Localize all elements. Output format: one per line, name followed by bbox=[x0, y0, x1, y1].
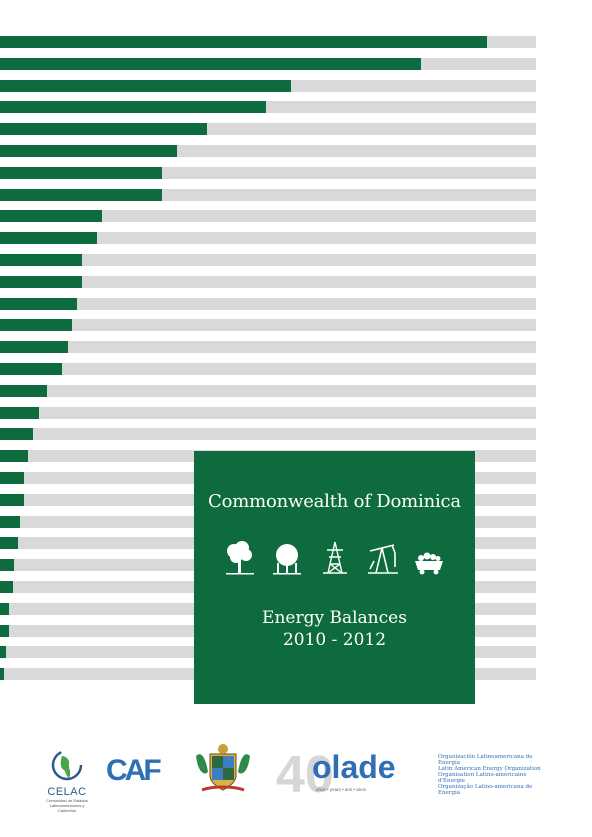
bar-track bbox=[0, 341, 536, 354]
power-tower-icon bbox=[315, 539, 355, 577]
bar-fill bbox=[0, 624, 9, 637]
bar-fill bbox=[0, 297, 77, 310]
olade-org-en: Latin American Energy Organization bbox=[438, 766, 541, 772]
report-years: 2010 - 2012 bbox=[282, 630, 387, 650]
bar-fill bbox=[0, 319, 72, 332]
coal-cart-icon bbox=[409, 539, 449, 577]
oil-pump-icon bbox=[362, 539, 402, 577]
bar-fill bbox=[0, 166, 162, 179]
olade-logo: 40 olade años • years • ans • anos bbox=[276, 744, 436, 804]
celac-logo: CELAC Comunidad de Estados Latinoamerica… bbox=[42, 748, 92, 813]
caf-text: CAF bbox=[106, 754, 161, 786]
bar-fill bbox=[0, 602, 9, 615]
bar-track bbox=[0, 166, 536, 179]
bar-track bbox=[0, 36, 536, 48]
bar-fill bbox=[0, 101, 266, 114]
olade-mark-icon: 40 olade años • years • ans • anos bbox=[276, 746, 396, 804]
bar-track bbox=[0, 79, 536, 92]
bar-track bbox=[0, 428, 536, 441]
bar-fill bbox=[0, 275, 82, 288]
bar-track bbox=[0, 363, 536, 375]
olade-text: olade bbox=[312, 749, 396, 785]
country-name: Commonwealth of Dominica bbox=[208, 491, 461, 512]
bar-fill bbox=[0, 145, 177, 157]
bar-fill bbox=[0, 559, 14, 572]
olade-anniversary: 40 bbox=[276, 746, 334, 800]
olade-years: años • years • ans • anos bbox=[316, 787, 367, 792]
bar-fill bbox=[0, 36, 487, 48]
bar-track bbox=[0, 406, 536, 419]
bar-fill bbox=[0, 537, 18, 550]
caf-mark-icon: CAF bbox=[106, 754, 164, 787]
celac-subtitle: Comunidad de Estados Latinoamericanos y … bbox=[46, 798, 88, 813]
energy-icons bbox=[220, 537, 449, 577]
bar-track bbox=[0, 297, 536, 310]
olade-org-names: Organización Latinoamericana de Energía … bbox=[438, 754, 548, 796]
olade-org-pt: Organização Latino-americana de Energia bbox=[438, 784, 533, 796]
celac-emblem-icon bbox=[51, 749, 83, 781]
tree-icon bbox=[220, 539, 260, 577]
cover-title-panel: Commonwealth of Dominica Energy Balances… bbox=[194, 451, 475, 704]
bar-track bbox=[0, 188, 536, 201]
bar-fill bbox=[0, 515, 20, 528]
bar-fill bbox=[0, 123, 207, 136]
bar-fill bbox=[0, 188, 162, 201]
olade-org-es: Organización Latinoamericana de Energía bbox=[438, 754, 533, 766]
bar-track bbox=[0, 101, 536, 114]
bar-fill bbox=[0, 493, 24, 506]
bar-fill bbox=[0, 341, 68, 354]
bar-track bbox=[0, 145, 536, 157]
bar-track bbox=[0, 275, 536, 288]
bar-track bbox=[0, 254, 536, 266]
gas-tank-icon bbox=[267, 539, 307, 577]
celac-name: CELAC bbox=[47, 786, 87, 798]
bar-fill bbox=[0, 406, 39, 419]
bar-track bbox=[0, 232, 536, 245]
bar-track bbox=[0, 319, 536, 332]
bar-fill bbox=[0, 79, 291, 92]
bar-fill bbox=[0, 472, 24, 484]
olade-org-fr: Organisation Latino-américaine d'Énergie bbox=[438, 772, 527, 784]
sponsor-logos: CELAC Comunidad de Estados Latinoamerica… bbox=[0, 740, 592, 813]
bar-fill bbox=[0, 646, 6, 659]
dominica-coat-of-arms-icon bbox=[192, 742, 254, 794]
report-title: Energy Balances 2010 - 2012 bbox=[194, 607, 475, 651]
bar-fill bbox=[0, 210, 102, 223]
bar-fill bbox=[0, 254, 82, 266]
bar-fill bbox=[0, 232, 97, 245]
caf-logo: CAF bbox=[104, 752, 174, 787]
bar-fill bbox=[0, 581, 13, 593]
bar-fill bbox=[0, 450, 28, 463]
bar-track bbox=[0, 123, 536, 136]
bar-fill bbox=[0, 384, 47, 397]
bar-fill bbox=[0, 668, 4, 681]
report-title-line1: Energy Balances bbox=[262, 608, 407, 628]
bar-fill bbox=[0, 57, 421, 70]
bar-fill bbox=[0, 428, 33, 441]
bar-fill bbox=[0, 363, 62, 375]
bar-track bbox=[0, 210, 536, 223]
bar-track bbox=[0, 384, 536, 397]
bar-track bbox=[0, 57, 536, 70]
